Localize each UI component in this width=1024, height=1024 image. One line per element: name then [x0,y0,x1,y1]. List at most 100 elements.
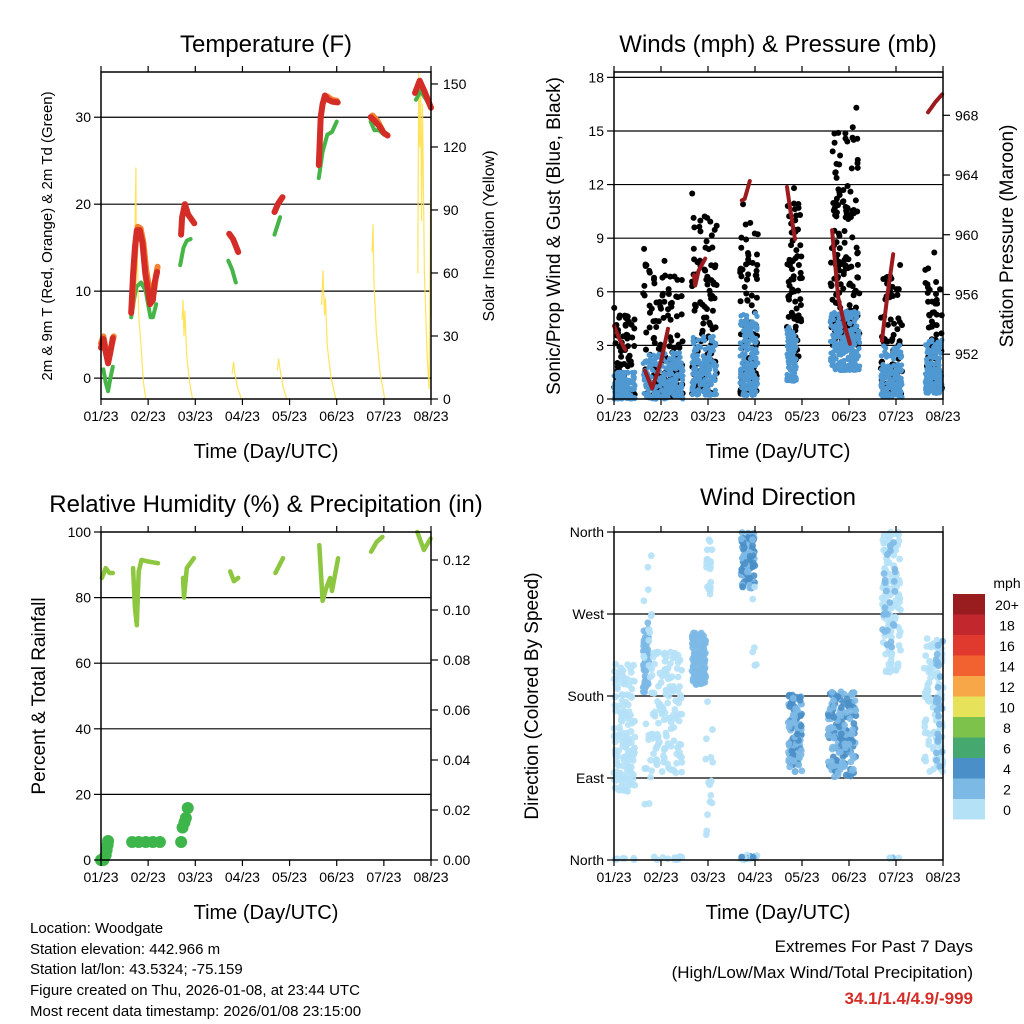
direction-point [839,758,846,766]
direction-point [643,681,651,688]
gust-point [887,316,894,323]
wind-speed-point [741,338,748,344]
direction-point [690,669,698,677]
gust-point [852,197,859,204]
direction-point [739,583,747,591]
direction-point [704,811,711,819]
direction-point [881,609,889,617]
gust-point [666,343,673,350]
x-tick-label: 04/23 [225,869,260,885]
wind-speed-point [792,337,799,343]
t2m-line [315,92,341,169]
wind-speed-point [789,369,795,375]
direction-point [646,629,654,636]
x-tick-label: 01/23 [596,408,631,424]
direction-point [661,649,669,657]
wind-speed-point [932,371,938,378]
gust-point [711,295,718,302]
wind-speed-point [673,393,679,399]
gust-point [785,296,792,303]
temp-marks [98,72,434,400]
direction-point [890,578,898,585]
solar-line [276,358,288,400]
direction-point [624,721,632,729]
gust-point [713,282,720,289]
direction-point [615,786,623,794]
wind-speed-point [666,368,672,374]
direction-point [936,720,943,728]
wind-y-axis-right-label: Station Pressure (Maroon) [997,125,1018,348]
precip-point [179,812,192,824]
gust-point [854,208,861,215]
colorbar-swatch [953,717,985,738]
direction-point [848,730,856,737]
direction-point [738,567,746,575]
wind-speed-point [937,367,943,373]
wind-speed-point [707,334,713,340]
gust-point [673,313,680,320]
y-tick-label: 30 [75,109,91,125]
wind-speed-point [702,392,708,398]
direction-point [785,723,793,731]
direction-point [851,697,859,705]
wind-speed-point [936,362,942,368]
wind-speed-point [753,356,759,363]
gust-point [788,309,795,316]
wind-speed-point [737,380,744,386]
direction-point [785,740,793,747]
direction-point [650,750,657,758]
y-tick-right-label: 90 [443,202,459,218]
wind-panel: Winds (mph) & Pressure (mb) Time (Day/UTC… [544,31,1018,463]
wind-speed-point [693,378,699,384]
wind-speed-point [885,385,891,391]
direction-point [621,786,628,793]
gust-point [793,305,800,312]
wind-speed-point [657,383,663,389]
gust-point [754,261,761,268]
t2m-line [226,230,242,255]
extremes-subtitle: (High/Low/Max Wind/Total Precipitation) [671,963,973,982]
colorbar-label: 0 [1003,802,1011,818]
wind-speed-point [831,353,837,359]
wind-speed-point [675,386,681,392]
gust-point [790,276,797,283]
gust-point [797,296,804,303]
rh-line [415,529,433,553]
direction-point [627,728,635,735]
gust-point [829,148,836,155]
direction-point [746,552,754,560]
wind-speed-point [643,382,650,388]
wind-speed-point [625,391,631,398]
colorbar-swatch [953,676,985,697]
direction-point [639,647,647,655]
direction-point [894,604,902,611]
gust-point [745,271,752,278]
wind-speed-point [753,375,759,381]
pressure-line [612,323,628,352]
gust-point [738,244,745,251]
gust-point [694,259,701,266]
gust-point [795,287,802,294]
wind-title: Winds (mph) & Pressure (mb) [619,31,936,58]
wind-speed-point [649,358,655,364]
direction-point [642,720,650,728]
gust-point [791,185,798,192]
direction-point [693,680,701,688]
y-tick-right-label: 0.08 [443,652,470,668]
gust-point [646,324,653,331]
rh-x-axis-label: Time (Day/UTC) [194,902,339,924]
gust-point [795,204,802,211]
x-tick-label: 07/23 [366,408,401,424]
direction-point [830,713,838,721]
temp-title: Temperature (F) [180,31,352,58]
gust-point [690,245,697,252]
direction-point [882,667,890,675]
wind-speed-point [631,386,637,392]
gust-point [667,316,674,323]
direction-point [707,583,714,591]
y-tick-label: 20 [75,196,91,212]
wind-speed-point [788,331,794,337]
direction-point [703,735,710,743]
gust-point [752,272,759,279]
wind-speed-point [852,311,858,317]
